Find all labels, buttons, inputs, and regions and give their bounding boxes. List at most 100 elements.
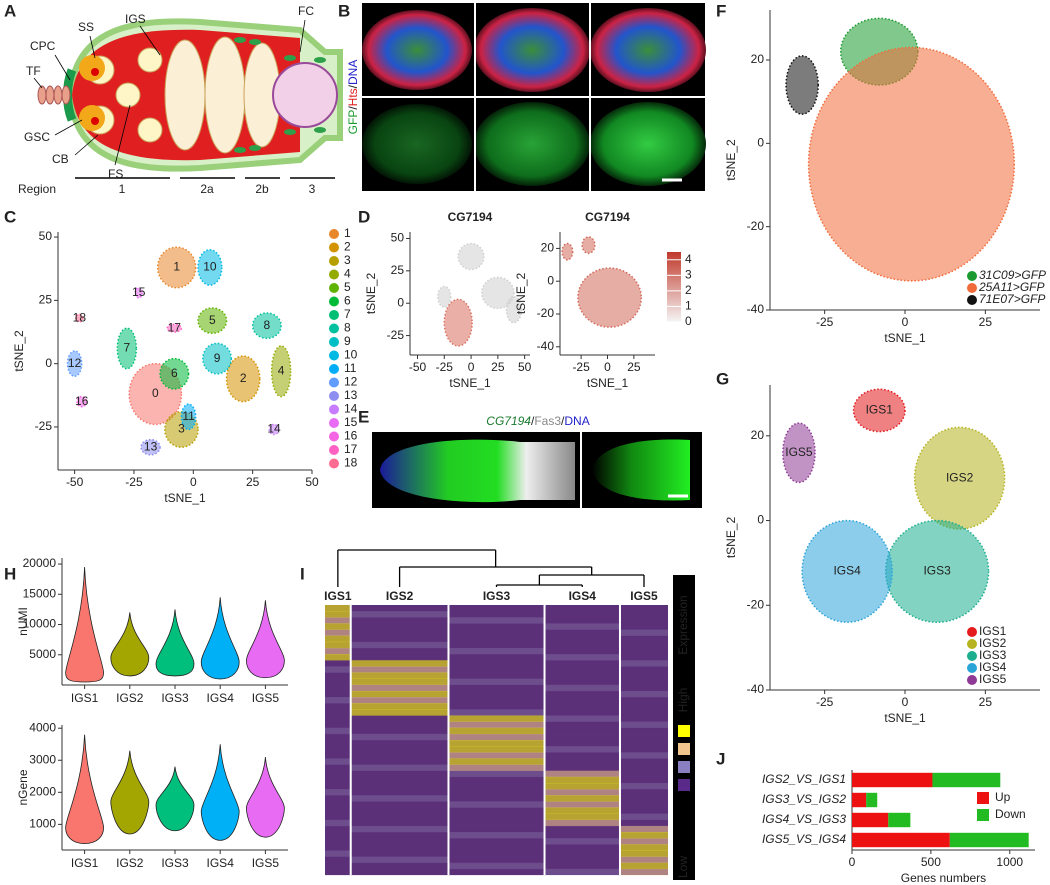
column-label: IGS4 xyxy=(569,589,597,603)
heatmap-row xyxy=(544,770,620,778)
cluster-label: IGS2 xyxy=(946,470,974,484)
heatmap-row xyxy=(325,611,351,618)
heatmap-row xyxy=(325,727,351,735)
legend-swatch xyxy=(329,323,339,334)
heatmap-row xyxy=(448,697,545,704)
cluster xyxy=(197,307,228,335)
heatmap-row xyxy=(325,825,351,833)
column-label: IGS3 xyxy=(483,589,511,603)
heatmap-row xyxy=(544,684,620,692)
heatmap-row xyxy=(619,635,668,643)
bar xyxy=(866,792,878,808)
violin xyxy=(200,597,240,680)
heatmap-row xyxy=(544,617,620,624)
heatmap-row xyxy=(544,776,620,784)
x-tick-label: IGS3 xyxy=(161,856,189,870)
diagram-label: FC xyxy=(298,4,314,18)
legend-label: 31C09>GFP xyxy=(979,268,1046,282)
cluster xyxy=(156,246,197,289)
legend-swatch xyxy=(967,639,977,649)
heatmap-row xyxy=(350,727,449,735)
heatmap-row xyxy=(619,740,668,747)
panel-label: F xyxy=(716,1,726,20)
chart-title: CG7194 xyxy=(585,210,630,224)
heatmap-row xyxy=(619,795,668,802)
legend-swatch xyxy=(329,445,339,455)
heatmap-row xyxy=(544,660,620,667)
panel-label: A xyxy=(4,1,16,20)
heatmap-row xyxy=(325,715,351,722)
heatmap-row xyxy=(350,819,449,827)
heatmap-row xyxy=(325,690,351,698)
x-axis-label: tSNE_1 xyxy=(884,331,926,345)
heatmap-row xyxy=(619,727,668,735)
heatmap-row xyxy=(350,672,449,679)
germarium-diagram: TF CPC SS IGS FC GSC CB FS Region 1 2a 2… xyxy=(18,4,343,196)
x-tick-label: 0 xyxy=(849,855,856,869)
x-axis-label: tSNE_1 xyxy=(884,711,926,725)
x-tick-label: -25 xyxy=(816,695,834,709)
y-tick-label: 4000 xyxy=(29,720,56,734)
heatmap-row xyxy=(350,813,449,821)
legend-label: 1 xyxy=(344,226,351,240)
cluster xyxy=(782,422,816,484)
x-tick-label: -25 xyxy=(436,360,454,374)
heatmap-row xyxy=(619,862,668,870)
y-tick-label: 15000 xyxy=(23,586,57,600)
x-tick-label: -25 xyxy=(125,475,143,489)
cluster-label: 0 xyxy=(152,386,159,400)
x-tick-label: 0 xyxy=(190,475,197,489)
heatmap-row xyxy=(350,611,449,618)
y-tick-label: 5000 xyxy=(29,647,56,661)
x-tick-label: 0 xyxy=(902,315,909,329)
y-tick-label: 20 xyxy=(541,241,555,255)
heatmap-row xyxy=(619,660,668,667)
legend-swatch xyxy=(329,269,339,280)
legend-swatch xyxy=(329,296,339,307)
heatmap-row xyxy=(350,733,449,741)
cluster xyxy=(581,236,596,255)
cluster-label: 13 xyxy=(144,439,158,453)
cluster-label: 9 xyxy=(214,351,221,365)
violin xyxy=(65,567,104,683)
violin xyxy=(110,612,150,677)
heatmap-row xyxy=(448,733,545,741)
x-tick-label: -25 xyxy=(816,315,834,329)
x-tick-label: 50 xyxy=(518,360,532,374)
legend-label: Low xyxy=(676,856,690,878)
cluster xyxy=(197,248,223,286)
x-tick-label: 25 xyxy=(491,360,505,374)
panel-label: H xyxy=(4,564,16,583)
legend-label: 9 xyxy=(344,334,351,348)
chart-title: CG7194 xyxy=(448,210,493,224)
cluster-label: 17 xyxy=(168,320,182,334)
panel-label: E xyxy=(358,407,369,426)
panel-label: B xyxy=(338,1,350,20)
heatmap-row xyxy=(350,684,449,692)
heatmap-row xyxy=(325,746,351,753)
cluster-label: 2 xyxy=(240,371,247,385)
heatmap-row xyxy=(544,838,620,845)
legend-label: IGS2 xyxy=(979,636,1007,650)
heatmap-row xyxy=(544,611,620,618)
y-tick-label: -20 xyxy=(747,219,765,233)
panel-label: G xyxy=(716,369,729,388)
heatmap-row xyxy=(448,641,545,649)
x-tick-label: -50 xyxy=(409,360,427,374)
heatmap-row xyxy=(544,697,620,704)
heatmap-row xyxy=(619,703,668,710)
heatmap-row xyxy=(448,825,545,833)
cluster xyxy=(159,357,190,390)
heatmap-row xyxy=(448,660,545,667)
legend-swatch xyxy=(329,350,339,361)
y-tick-label: IGS4_VS_IGS3 xyxy=(762,812,846,826)
cluster-label: 6 xyxy=(171,366,178,380)
heatmap-row xyxy=(350,758,449,765)
legend-swatch xyxy=(329,256,339,266)
legend-label: 8 xyxy=(344,321,351,335)
heatmap-row xyxy=(544,733,620,741)
heatmap-row xyxy=(448,758,545,765)
cluster xyxy=(443,298,473,347)
cluster-label: 10 xyxy=(203,260,217,274)
legend-swatch xyxy=(329,364,339,374)
